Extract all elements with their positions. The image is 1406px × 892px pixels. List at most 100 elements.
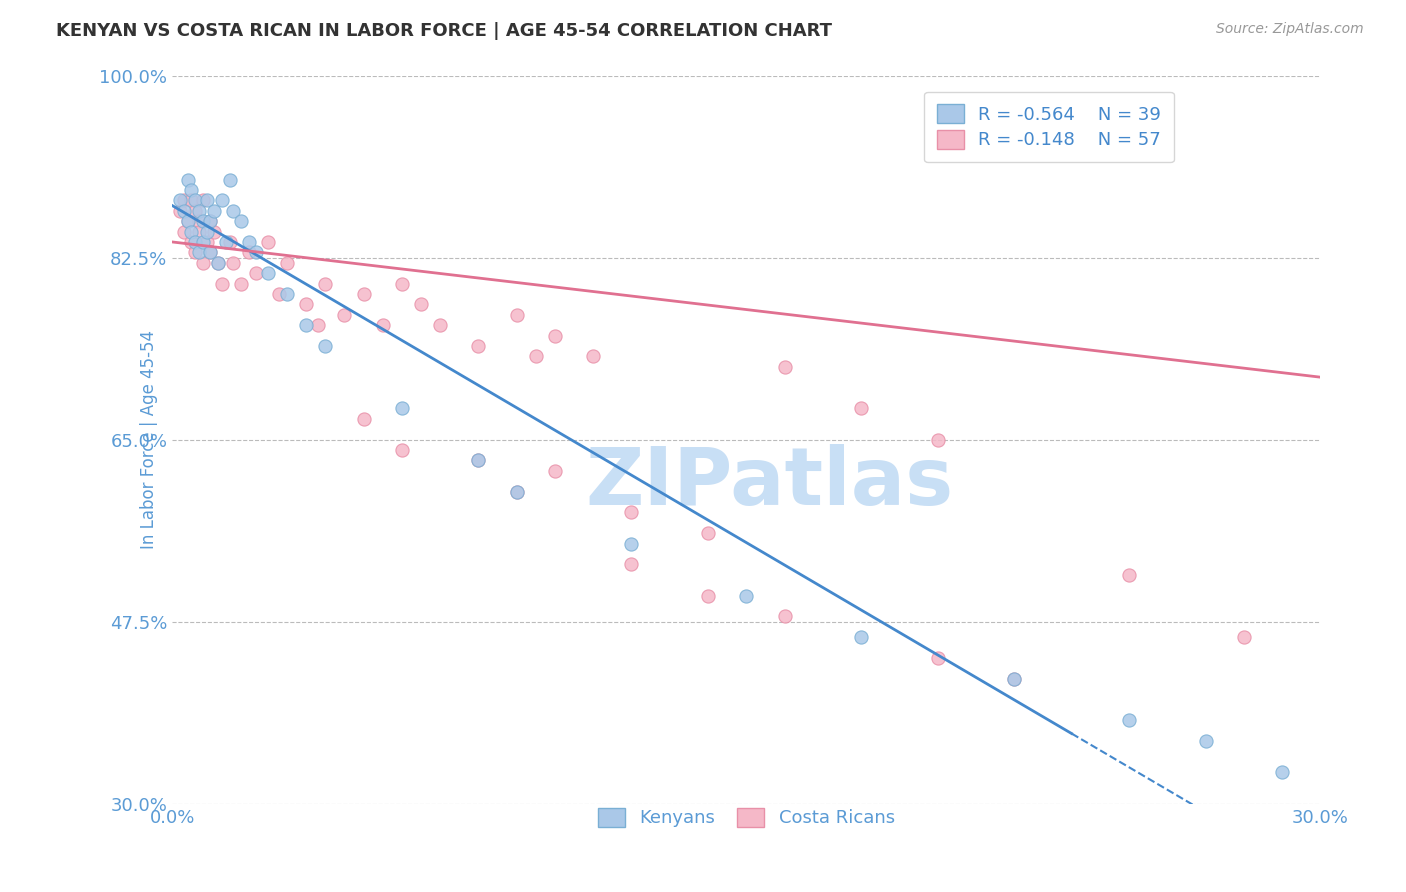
Point xyxy=(215,235,238,249)
Point xyxy=(524,350,547,364)
Point xyxy=(1002,672,1025,686)
Point xyxy=(467,453,489,467)
Point xyxy=(773,609,796,624)
Point xyxy=(467,339,489,353)
Point xyxy=(391,277,413,291)
Text: Source: ZipAtlas.com: Source: ZipAtlas.com xyxy=(1216,22,1364,37)
Point xyxy=(257,266,280,280)
Point xyxy=(544,464,567,478)
Point xyxy=(200,245,222,260)
Point xyxy=(582,350,605,364)
Point xyxy=(200,214,222,228)
Point xyxy=(697,589,720,603)
Point xyxy=(191,214,214,228)
Point xyxy=(505,308,527,322)
Point xyxy=(295,318,318,333)
Point xyxy=(180,183,202,197)
Point xyxy=(173,194,195,208)
Point xyxy=(169,194,191,208)
Point xyxy=(276,256,298,270)
Point xyxy=(1118,714,1140,728)
Point xyxy=(257,235,280,249)
Point xyxy=(245,245,267,260)
Point xyxy=(211,194,233,208)
Point xyxy=(295,297,318,311)
Point xyxy=(773,359,796,374)
Point xyxy=(184,194,207,208)
Legend: Kenyans, Costa Ricans: Kenyans, Costa Ricans xyxy=(591,801,901,835)
Point xyxy=(207,256,229,270)
Point xyxy=(620,558,643,572)
Point xyxy=(544,328,567,343)
Point xyxy=(314,339,336,353)
Text: ZIPatlas: ZIPatlas xyxy=(585,444,953,523)
Point xyxy=(180,194,202,208)
Point xyxy=(222,256,245,270)
Point xyxy=(195,194,218,208)
Point xyxy=(207,256,229,270)
Point xyxy=(1002,672,1025,686)
Point xyxy=(173,225,195,239)
Text: KENYAN VS COSTA RICAN IN LABOR FORCE | AGE 45-54 CORRELATION CHART: KENYAN VS COSTA RICAN IN LABOR FORCE | A… xyxy=(56,22,832,40)
Point xyxy=(391,401,413,416)
Point xyxy=(1118,567,1140,582)
Point xyxy=(391,442,413,457)
Point xyxy=(176,172,198,186)
Point xyxy=(849,630,872,644)
Point xyxy=(191,256,214,270)
Point xyxy=(191,194,214,208)
Point xyxy=(191,235,214,249)
Point xyxy=(927,651,949,665)
Point xyxy=(218,172,240,186)
Point xyxy=(238,235,260,249)
Point xyxy=(222,203,245,218)
Point xyxy=(188,225,211,239)
Point xyxy=(307,318,329,333)
Point xyxy=(173,203,195,218)
Point xyxy=(202,225,225,239)
Point xyxy=(371,318,394,333)
Point xyxy=(218,235,240,249)
Point xyxy=(229,277,252,291)
Point xyxy=(184,245,207,260)
Point xyxy=(202,203,225,218)
Point xyxy=(269,287,291,301)
Point xyxy=(1233,630,1256,644)
Point xyxy=(188,203,211,218)
Point xyxy=(188,245,211,260)
Point xyxy=(229,214,252,228)
Point xyxy=(238,245,260,260)
Point xyxy=(620,536,643,550)
Point xyxy=(200,214,222,228)
Point xyxy=(180,225,202,239)
Point xyxy=(314,277,336,291)
Point xyxy=(200,245,222,260)
Point xyxy=(927,433,949,447)
Point xyxy=(184,203,207,218)
Point xyxy=(176,214,198,228)
Point xyxy=(195,235,218,249)
Point xyxy=(620,505,643,519)
Point xyxy=(333,308,356,322)
Point xyxy=(184,235,207,249)
Point xyxy=(1271,765,1294,780)
Point xyxy=(409,297,432,311)
Point xyxy=(849,401,872,416)
Point xyxy=(697,526,720,541)
Point xyxy=(188,214,211,228)
Point xyxy=(505,484,527,499)
Point xyxy=(245,266,267,280)
Point xyxy=(180,235,202,249)
Point xyxy=(169,203,191,218)
Point xyxy=(353,287,375,301)
Point xyxy=(505,484,527,499)
Point xyxy=(1194,734,1216,748)
Point xyxy=(276,287,298,301)
Point xyxy=(429,318,451,333)
Point xyxy=(735,589,758,603)
Point xyxy=(467,453,489,467)
Point xyxy=(195,225,218,239)
Point xyxy=(211,277,233,291)
Point xyxy=(353,411,375,425)
Point xyxy=(176,214,198,228)
